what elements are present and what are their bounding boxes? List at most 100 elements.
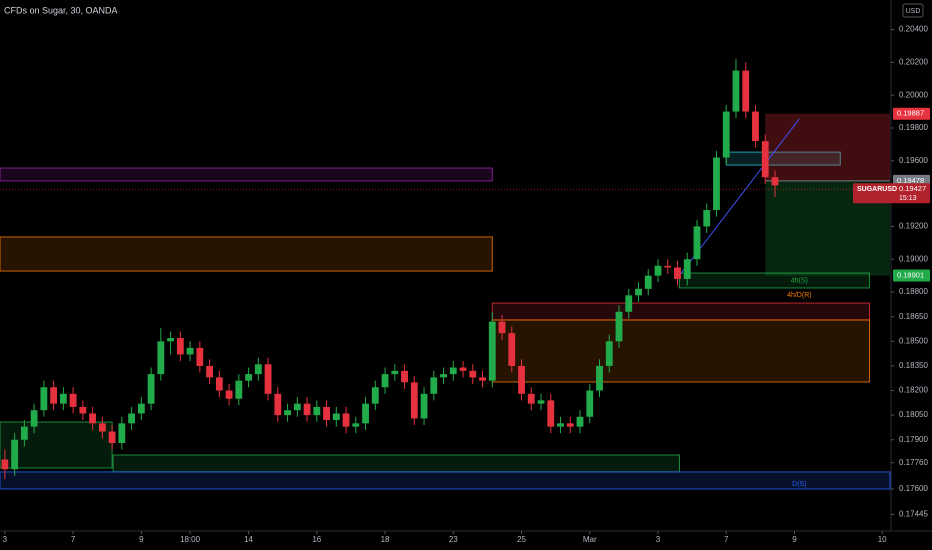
zone <box>0 167 493 182</box>
x-tick-label: 7 <box>724 535 729 544</box>
x-tick-label: 25 <box>517 535 526 544</box>
candle-body <box>284 410 291 416</box>
candle-body <box>674 267 681 279</box>
stop-zone <box>765 113 890 181</box>
candle-body <box>644 275 652 289</box>
candle-body <box>20 426 28 440</box>
currency-box[interactable] <box>902 3 924 18</box>
candle-body <box>157 341 165 375</box>
candle-body <box>459 367 467 371</box>
candle-body <box>342 413 350 427</box>
candle-body <box>147 374 155 404</box>
candle-body <box>722 111 730 158</box>
candle-body <box>703 210 711 227</box>
y-tick-label: 0.17900 <box>899 435 928 444</box>
y-tick-label: 0.19200 <box>899 222 928 231</box>
y-tick-label: 0.18350 <box>899 361 928 370</box>
entry-label: 0.19478 <box>897 176 924 185</box>
x-tick-label: 18 <box>381 535 390 544</box>
candle-body <box>566 423 574 427</box>
candle-body <box>30 410 38 427</box>
candle-body <box>479 377 486 381</box>
y-tick-label: 0.20200 <box>899 57 928 66</box>
candle-body <box>449 367 457 375</box>
candle-body <box>98 423 106 432</box>
candle-body <box>713 157 720 211</box>
y-tick-label: 0.19800 <box>899 123 928 132</box>
chart-title: CFDs on Sugar, 30, OANDA <box>4 5 118 15</box>
candle-body <box>498 321 506 334</box>
candle-body <box>381 374 389 388</box>
x-tick-label: 7 <box>71 535 76 544</box>
candle-body <box>303 403 311 416</box>
last-price-label: 0.19427 <box>899 184 926 193</box>
candle-body <box>323 406 330 421</box>
candle-body <box>586 390 594 417</box>
x-tick-label: Mar <box>583 535 597 544</box>
currency: USD <box>906 8 921 15</box>
x-tick-label: 14 <box>244 535 253 544</box>
candle-body <box>128 413 136 424</box>
zone <box>112 454 680 473</box>
countdown-label: 15:13 <box>899 195 917 202</box>
candle-body <box>1 459 9 470</box>
x-tick-label: 16 <box>312 535 321 544</box>
zone <box>491 319 871 383</box>
target-badge <box>893 269 930 282</box>
x-tick-label: 18:00 <box>180 535 201 544</box>
candle-body <box>596 365 603 391</box>
candle-body <box>196 347 204 366</box>
candle-body <box>293 403 301 411</box>
annotation: 4h/D(R) <box>787 292 812 299</box>
candle-body <box>313 406 321 416</box>
candle-body <box>469 370 477 378</box>
y-tick-label: 0.18800 <box>899 287 928 296</box>
candle-body <box>215 377 223 391</box>
candle-body <box>89 413 97 424</box>
candle-body <box>118 423 126 444</box>
y-tick-label: 0.19000 <box>899 254 928 263</box>
candle-body <box>108 431 116 444</box>
candle-body <box>420 393 428 419</box>
candle-body <box>362 403 369 424</box>
candle-body <box>332 413 340 421</box>
stop-badge <box>893 107 930 120</box>
candle-body <box>245 374 252 381</box>
candle-body <box>527 393 535 404</box>
candle-body <box>167 338 175 342</box>
candle-body <box>274 393 282 416</box>
candle-body <box>693 226 701 260</box>
candle-body <box>401 370 408 383</box>
y-tick-label: 0.17760 <box>899 458 928 467</box>
zone <box>0 236 493 272</box>
candle-body <box>547 400 555 427</box>
x-tick-label: 3 <box>656 535 661 544</box>
candle-body <box>371 387 379 404</box>
x-tick-label: 10 <box>878 535 887 544</box>
candle-body <box>683 259 691 279</box>
candle-body <box>69 393 77 407</box>
plot <box>0 59 891 490</box>
candle-body <box>664 265 672 268</box>
y-tick-label: 0.20000 <box>899 90 928 99</box>
candle-body <box>225 390 233 399</box>
x-tick-label: 9 <box>792 535 797 544</box>
candle-body <box>537 400 545 404</box>
y-tick-label: 0.20400 <box>899 25 928 34</box>
candle-body <box>752 111 759 142</box>
candle-body <box>254 364 262 375</box>
x-tick-label: 9 <box>139 535 144 544</box>
candle-body <box>615 311 623 342</box>
candle-body <box>761 141 769 178</box>
candle-body <box>137 403 145 414</box>
y-tick-label: 0.17445 <box>899 510 928 519</box>
candle-body <box>625 295 633 312</box>
y-tick-label: 0.18050 <box>899 410 928 419</box>
candle-body <box>732 70 740 112</box>
y-tick-label: 0.18500 <box>899 336 928 345</box>
candle-body <box>508 333 516 366</box>
candle-body <box>635 288 642 296</box>
zone <box>678 272 871 289</box>
